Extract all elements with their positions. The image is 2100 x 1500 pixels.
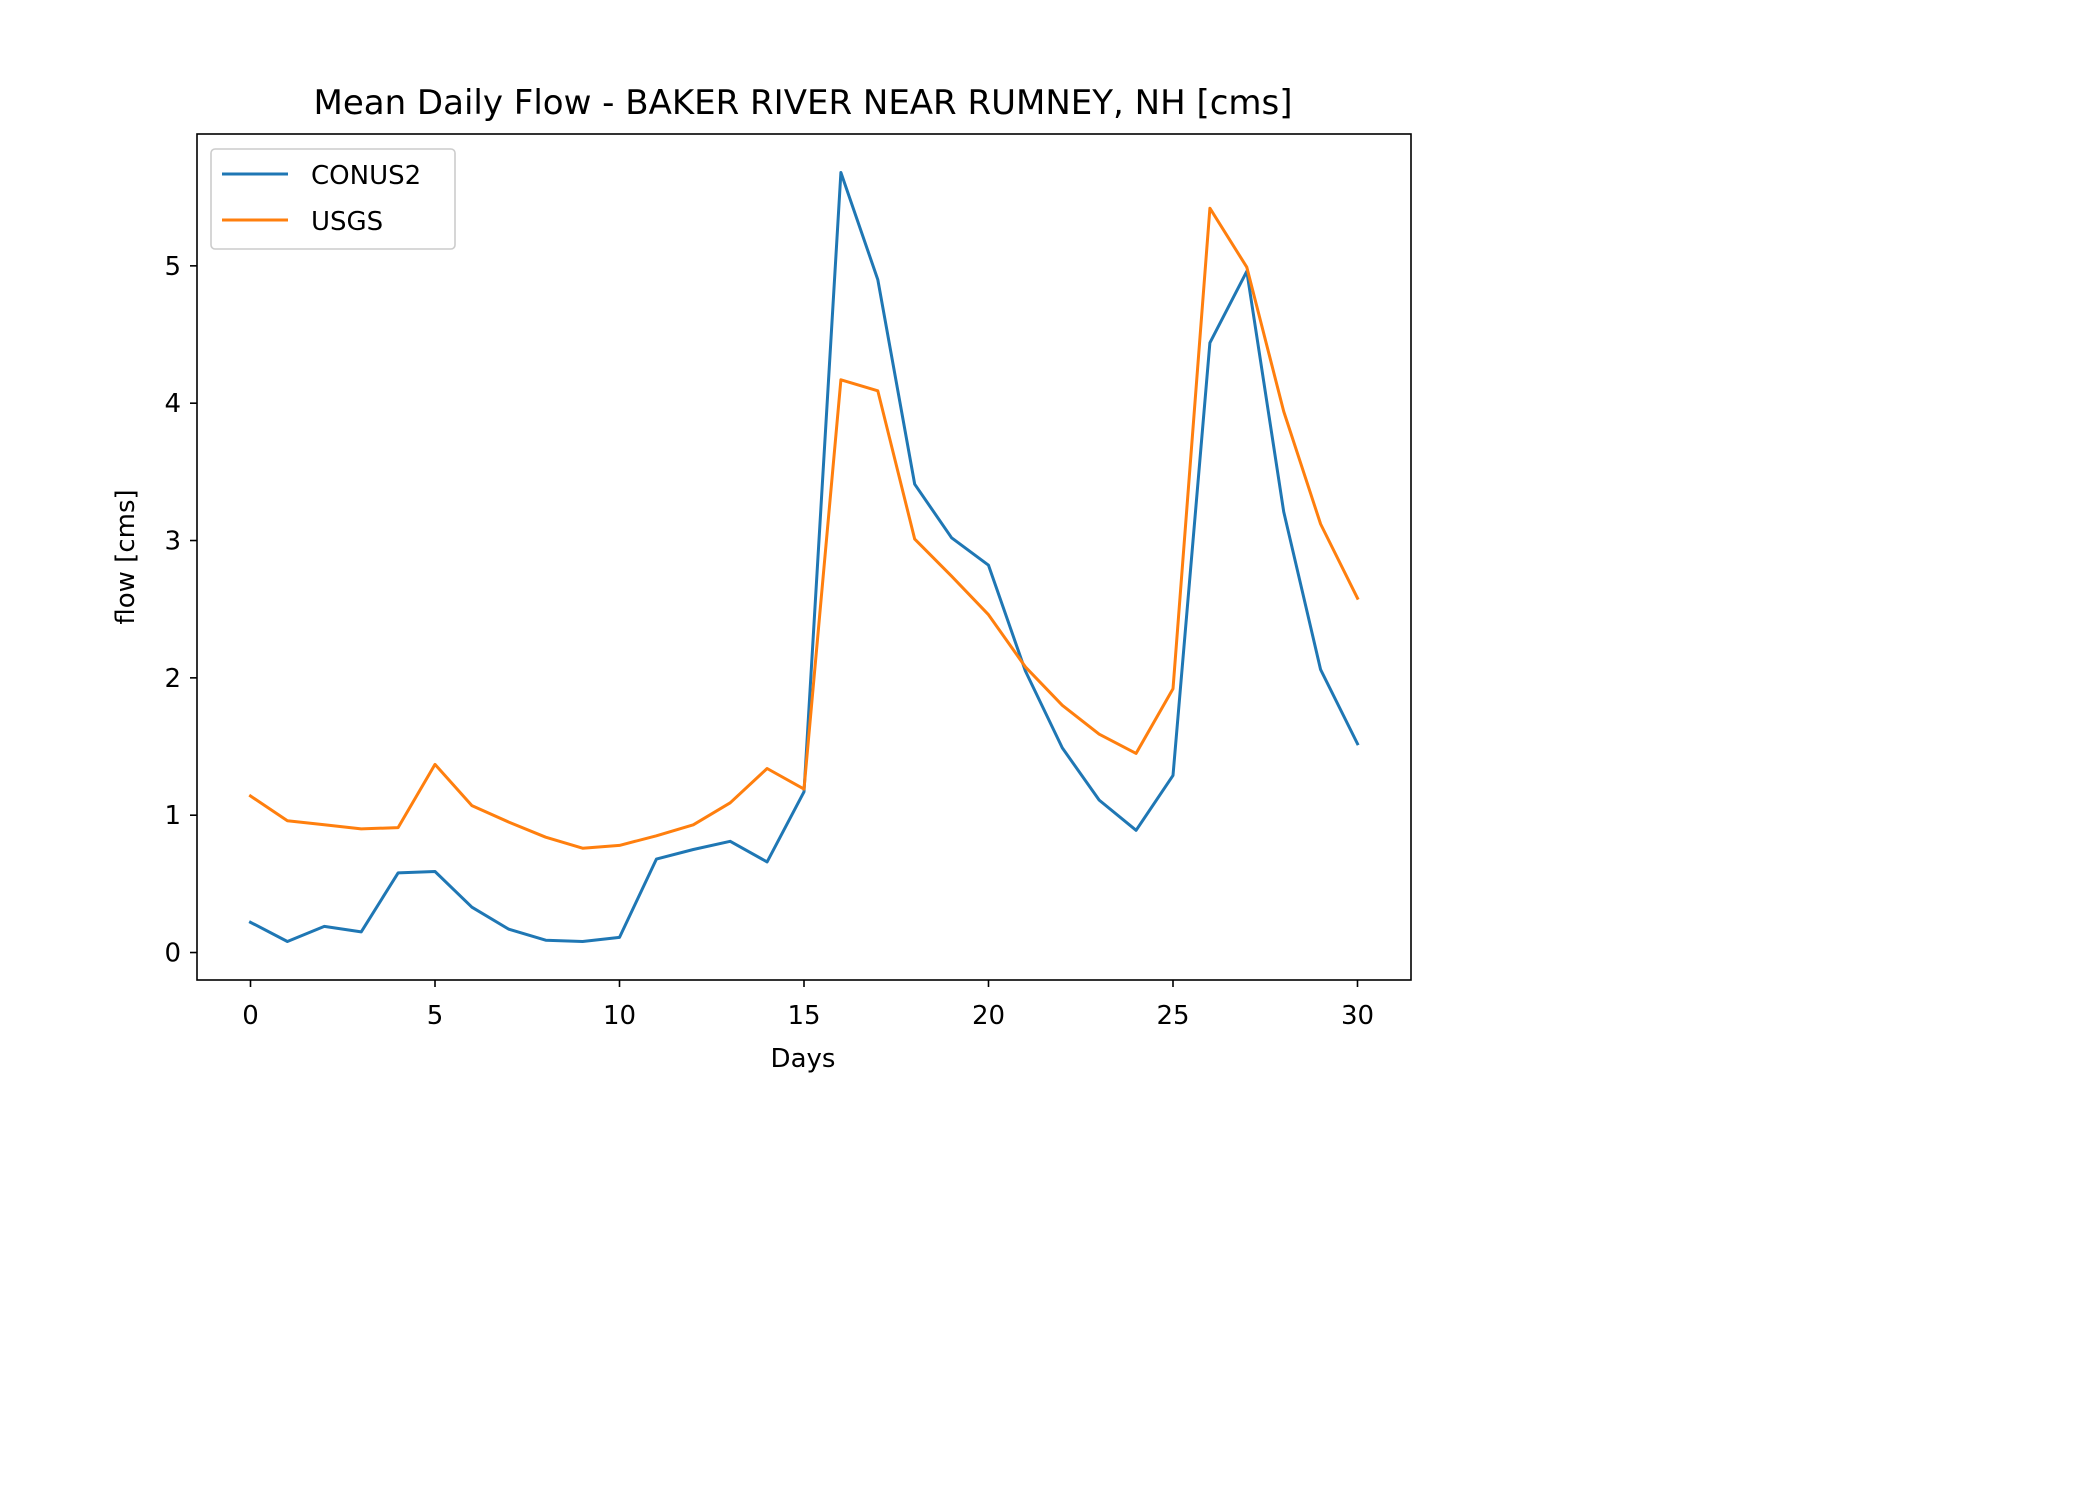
y-tick-label: 0	[164, 939, 181, 969]
y-tick-label: 4	[164, 389, 181, 419]
line-chart: Mean Daily Flow - BAKER RIVER NEAR RUMNE…	[111, 83, 1412, 1074]
x-axis: 0 5 10 15 20 25 30	[242, 980, 1374, 1031]
legend-label-usgs: USGS	[311, 207, 383, 237]
y-tick-label: 1	[164, 801, 181, 831]
x-tick-label: 5	[427, 1001, 444, 1031]
y-tick-label: 3	[164, 527, 181, 557]
y-tick-label: 5	[164, 252, 181, 282]
x-tick-label: 25	[1156, 1001, 1189, 1031]
series-layer	[248, 171, 1360, 943]
x-tick-label: 15	[787, 1001, 820, 1031]
chart-title: Mean Daily Flow - BAKER RIVER NEAR RUMNE…	[313, 83, 1292, 123]
y-tick-label: 2	[164, 664, 181, 694]
legend: CONUS2 USGS	[210, 148, 456, 250]
x-axis-label: Days	[771, 1044, 836, 1074]
y-axis: 0 1 2 3 4 5	[164, 252, 197, 969]
series-line-conus2	[248, 171, 1360, 943]
series-line-usgs	[248, 206, 1360, 850]
x-tick-label: 30	[1341, 1001, 1374, 1031]
x-tick-label: 20	[972, 1001, 1005, 1031]
y-axis-label: flow [cms]	[111, 489, 141, 624]
x-tick-label: 0	[242, 1001, 259, 1031]
legend-label-conus2: CONUS2	[311, 161, 421, 191]
x-tick-label: 10	[603, 1001, 636, 1031]
